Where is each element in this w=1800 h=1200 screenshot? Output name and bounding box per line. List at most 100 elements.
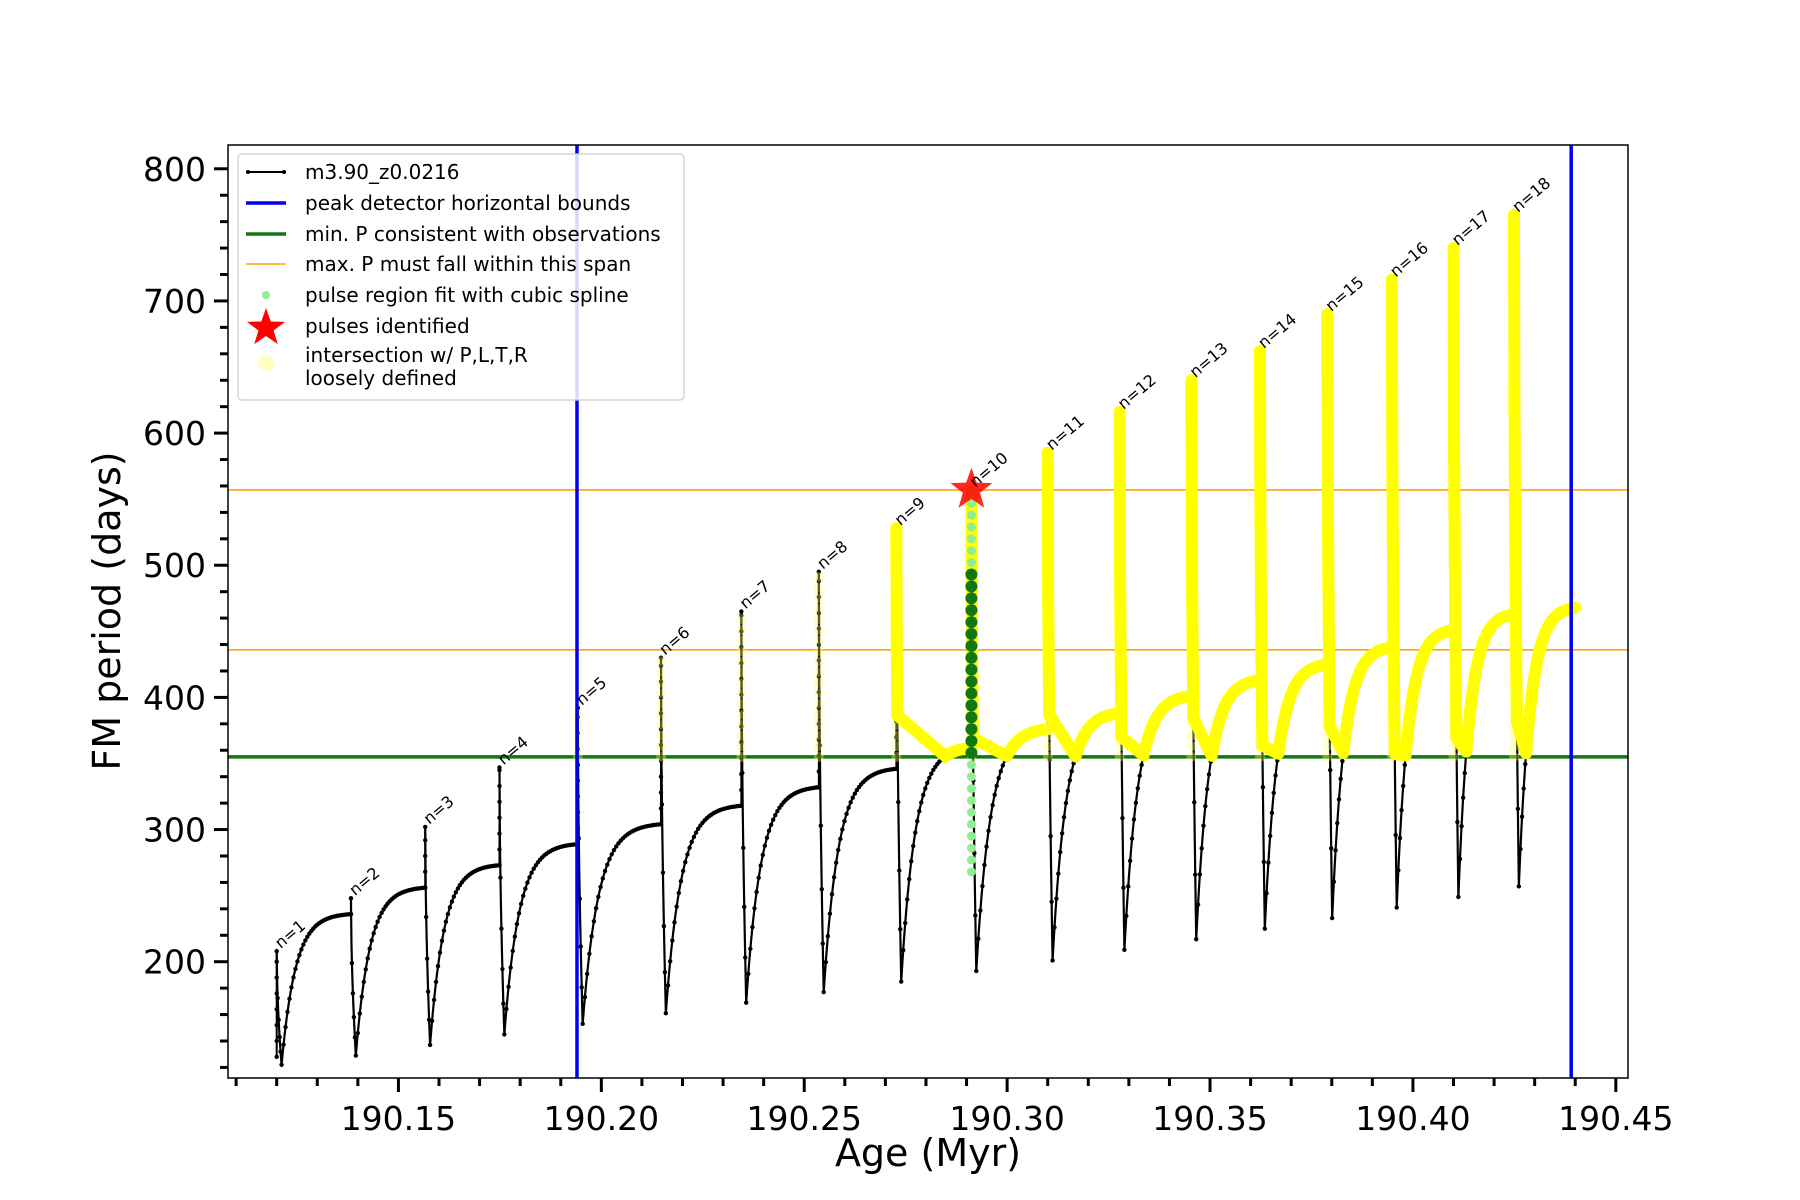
- series-point: [279, 1062, 284, 1067]
- legend-label: m3.90_z0.0216: [305, 160, 460, 184]
- series-point: [1261, 859, 1267, 865]
- pulse-label-8: n=8: [813, 537, 851, 573]
- series-point: [996, 775, 1001, 781]
- series-point: [1139, 762, 1144, 768]
- x-axis-label: Age (Myr): [835, 1131, 1021, 1175]
- series-point: [831, 875, 837, 880]
- series-point: [901, 947, 906, 953]
- series-point: [1204, 786, 1210, 792]
- series-point: [1338, 776, 1343, 782]
- legend-entry-1: m3.90_z0.0216: [246, 160, 460, 184]
- series-point: [658, 726, 664, 732]
- series-point: [531, 866, 536, 871]
- series-point: [665, 983, 671, 988]
- pulse-label-2: n=2: [345, 863, 383, 899]
- series-point: [1459, 823, 1464, 829]
- series-point: [739, 613, 744, 618]
- series-point: [829, 892, 835, 897]
- series-point: [1050, 958, 1055, 963]
- series-point: [1047, 757, 1052, 762]
- series-point: [986, 828, 991, 834]
- intersection-curve-12: [1113, 405, 1198, 762]
- series-point: [303, 938, 308, 943]
- series-point: [275, 995, 280, 1001]
- series-point: [672, 920, 677, 925]
- intersection-curve-15: [1321, 308, 1398, 760]
- series-point: [582, 994, 588, 1000]
- series-point: [818, 823, 823, 828]
- spline-fit-region: [965, 486, 978, 877]
- series-point: [663, 1011, 669, 1016]
- series-point: [758, 863, 763, 868]
- series-point: [842, 818, 847, 824]
- series-point: [1063, 800, 1069, 806]
- series-point: [1199, 846, 1204, 851]
- series-point: [816, 626, 822, 631]
- legend-entry-6: pulses identified: [246, 308, 470, 345]
- pulse-identified-marker: [950, 467, 993, 508]
- series-point: [423, 885, 428, 890]
- series-point: [825, 934, 831, 939]
- series-point: [973, 913, 978, 918]
- series-point: [587, 951, 592, 956]
- series-point: [844, 811, 849, 817]
- series-point: [660, 870, 666, 875]
- series-point: [497, 815, 502, 820]
- intersection-point: [655, 667, 666, 678]
- series-point: [768, 822, 774, 828]
- series-point: [435, 963, 441, 969]
- spline-point: [966, 784, 976, 794]
- series-point: [357, 1011, 362, 1016]
- series-point: [274, 948, 279, 954]
- intersection-point: [891, 751, 902, 762]
- series-point: [291, 975, 296, 980]
- series-point: [427, 1042, 433, 1048]
- series-point: [742, 904, 747, 910]
- legend-swatch-marker: [282, 170, 286, 174]
- series-point: [976, 936, 981, 941]
- intersection-point: [813, 593, 824, 604]
- series-point: [992, 792, 997, 797]
- intersection-point: [813, 582, 824, 593]
- series-point: [379, 910, 384, 916]
- intersection-curve-11: [1041, 446, 1126, 763]
- series-point: [658, 663, 664, 668]
- pulse-label-7: n=7: [736, 576, 774, 612]
- series-point: [1065, 788, 1071, 794]
- intersection-point: [736, 635, 747, 646]
- intersection-point: [891, 730, 902, 741]
- intersection-point: [1508, 741, 1519, 752]
- series-point: [1521, 786, 1526, 791]
- series-point: [658, 822, 664, 827]
- series-point: [497, 783, 502, 789]
- y-tick-label: 600: [143, 414, 206, 453]
- series-point: [514, 921, 520, 927]
- series-point: [501, 1001, 506, 1006]
- series-point: [1122, 947, 1127, 953]
- legend-label-line2: loosely defined: [305, 366, 457, 390]
- series-point: [1133, 800, 1139, 805]
- series-point: [423, 914, 429, 920]
- series-point: [1267, 833, 1273, 839]
- series-point: [817, 743, 823, 748]
- series-point: [1266, 860, 1271, 865]
- x-tick-label: 190.35: [1152, 1099, 1267, 1138]
- spline-point: [965, 568, 978, 581]
- series-point: [1273, 773, 1278, 778]
- series-segment-14: [1258, 351, 1328, 929]
- intersection-point: [813, 625, 824, 636]
- series-point: [931, 767, 936, 773]
- spline-point: [965, 711, 978, 724]
- intersection-point: [1322, 751, 1333, 762]
- series-point: [676, 890, 681, 896]
- intersection-point: [1448, 751, 1459, 762]
- intersection-curve-13: [1185, 374, 1266, 762]
- series-point: [1056, 871, 1061, 876]
- pulse-label-13: n=13: [1186, 339, 1232, 382]
- series-point: [998, 769, 1003, 774]
- intersection-point: [736, 699, 747, 710]
- series-point: [848, 800, 853, 805]
- series-point: [658, 806, 664, 811]
- series-point: [915, 818, 920, 824]
